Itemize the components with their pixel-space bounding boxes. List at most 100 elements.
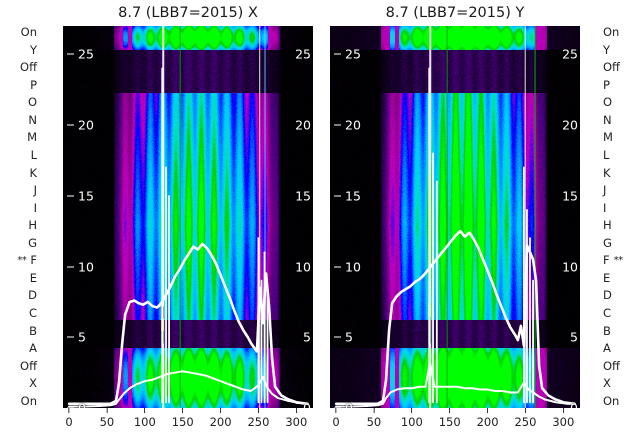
category-label-off-19: Off: [20, 358, 37, 373]
category-label-i-10: I: [33, 200, 37, 215]
x-axis-panel-y: 0 50 100 150 200 250 300: [330, 408, 580, 440]
category-label-on-0: On: [20, 25, 37, 39]
x-tick-150: 150: [439, 408, 461, 429]
category-label-i-10: I: [603, 200, 607, 215]
category-label-off-19: Off: [603, 358, 620, 373]
category-label-d-15: D: [28, 288, 37, 303]
spectrogram-panel-y[interactable]: 25 25 20 20 15 15 10 10 5 5 0 0: [330, 26, 580, 408]
category-label-x-20: X: [603, 376, 611, 391]
category-label-f-13: F **: [596, 254, 623, 267]
category-label-c-16: C: [603, 306, 612, 320]
x-tick-mark: [449, 408, 451, 413]
category-label-j-9: J: [33, 183, 37, 198]
category-label-n-5: N: [603, 112, 612, 127]
x-tick-250: 250: [247, 408, 269, 429]
x-tick-150: 150: [172, 408, 194, 429]
x-tick-50: 50: [366, 408, 382, 429]
category-label-g-12: G: [28, 235, 37, 250]
category-label-o-4: O: [603, 95, 613, 110]
x-tick-250: 250: [514, 408, 536, 429]
x-tick-mark: [562, 408, 564, 413]
x-tick-300: 300: [285, 408, 307, 429]
category-label-l-7: L: [603, 147, 610, 162]
category-label-d-15: D: [603, 288, 612, 303]
category-label-k-8: K: [29, 165, 37, 180]
category-label-on-0: On: [603, 25, 620, 39]
heatmap-image-x: [63, 26, 313, 408]
x-tick-200: 200: [210, 408, 232, 429]
x-tick-label: 300: [285, 415, 308, 429]
category-label-j-9: J: [603, 183, 607, 198]
x-tick-label: 150: [438, 415, 461, 429]
category-label-f-13: ** F: [17, 254, 44, 267]
panel-y-title: 8.7 (LBB7=2015) Y: [385, 5, 525, 21]
category-label-b-17: B: [603, 323, 611, 338]
category-label-y-1: Y: [29, 42, 37, 57]
x-tick-label: 50: [366, 415, 382, 429]
spectrogram-panel-x[interactable]: 25 25 20 20 15 15 10 10 5 5 0 0: [63, 26, 313, 408]
asterisk-marker-icon: **: [17, 255, 27, 267]
category-label-a-18: A: [29, 341, 37, 356]
x-tick-mark: [411, 408, 413, 413]
category-label-x-20: X: [29, 376, 37, 391]
x-tick-label: 100: [400, 415, 423, 429]
x-tick-label: 250: [514, 415, 537, 429]
x-tick-mark: [220, 408, 222, 413]
category-label-p-3: P: [30, 77, 37, 92]
x-tick-200: 200: [477, 408, 499, 429]
category-label-m-6: M: [27, 130, 37, 145]
x-tick-100: 100: [401, 408, 423, 429]
category-label-on-21: On: [20, 393, 37, 408]
category-label-e-14: E: [603, 270, 611, 285]
asterisk-marker-icon: **: [613, 255, 624, 267]
category-label-c-16: C: [28, 306, 37, 320]
heatmap-image-y: [330, 26, 580, 408]
x-tick-300: 300: [552, 408, 574, 429]
category-label-l-7: L: [30, 147, 37, 162]
right-category-axis: On Y Off P O N M L K J I H G F ** E D C B A Off X On: [596, 26, 640, 408]
x-tick-mark: [182, 408, 184, 413]
x-tick-0: 0: [332, 408, 340, 429]
x-tick-mark: [487, 408, 489, 413]
x-tick-label: 200: [476, 415, 499, 429]
category-label-text: F: [30, 253, 37, 268]
category-label-h-11: H: [603, 218, 612, 233]
category-label-on-21: On: [603, 393, 620, 408]
x-tick-mark: [335, 408, 337, 413]
category-label-a-18: A: [603, 341, 611, 356]
x-tick-label: 150: [171, 415, 194, 429]
category-label-m-6: M: [603, 130, 613, 145]
x-tick-label: 250: [247, 415, 270, 429]
x-tick-mark: [373, 408, 375, 413]
category-label-n-5: N: [28, 112, 37, 127]
category-label-o-4: O: [27, 95, 37, 110]
x-tick-label: 200: [209, 415, 232, 429]
category-label-k-8: K: [603, 165, 611, 180]
x-tick-100: 100: [134, 408, 156, 429]
category-label-p-3: P: [603, 77, 610, 92]
x-tick-mark: [68, 408, 70, 413]
category-label-off-2: Off: [20, 60, 37, 75]
x-tick-label: 300: [552, 415, 575, 429]
x-axis-panel-x: 0 50 100 150 200 250 300: [63, 408, 313, 440]
panel-x-title: 8.7 (LBB7=2015) X: [118, 5, 258, 21]
x-tick-0: 0: [65, 408, 73, 429]
x-tick-label: 0: [65, 415, 73, 429]
category-label-b-17: B: [29, 323, 37, 338]
category-label-g-12: G: [603, 235, 612, 250]
x-tick-50: 50: [99, 408, 115, 429]
x-tick-mark: [144, 408, 146, 413]
x-tick-mark: [106, 408, 108, 413]
left-category-axis: On Y Off P O N M L K J I H G ** F E D C B A Off X On: [0, 26, 44, 408]
x-tick-mark: [295, 408, 297, 413]
category-label-h-11: H: [28, 218, 37, 233]
x-tick-label: 50: [99, 415, 115, 429]
x-tick-label: 100: [133, 415, 156, 429]
x-tick-label: 0: [332, 415, 340, 429]
category-label-e-14: E: [29, 270, 37, 285]
category-label-text: F: [603, 253, 610, 268]
category-label-off-2: Off: [603, 60, 620, 75]
category-label-y-1: Y: [603, 42, 611, 57]
x-tick-mark: [257, 408, 259, 413]
